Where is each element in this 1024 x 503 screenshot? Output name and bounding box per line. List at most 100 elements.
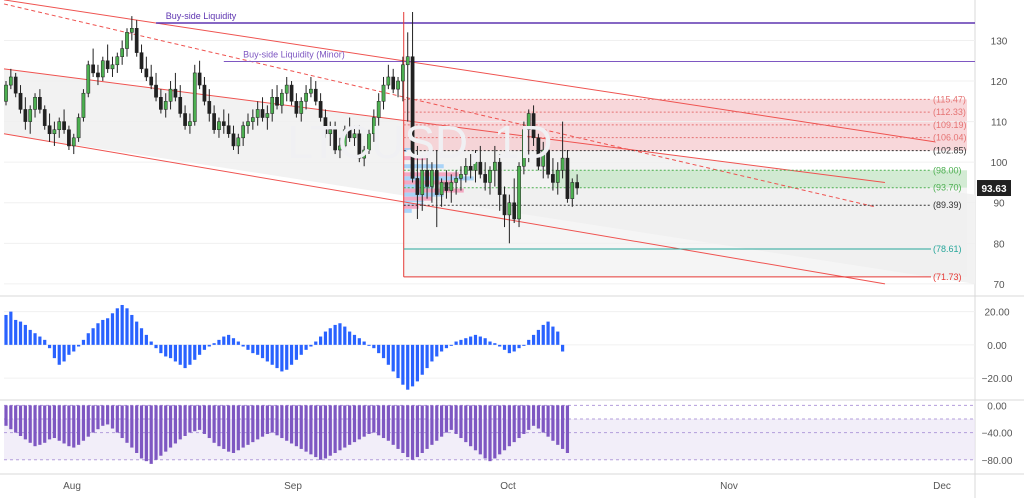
osc1-bar bbox=[193, 344, 197, 360]
candle-body bbox=[154, 84, 158, 98]
osc1-bar bbox=[541, 324, 545, 345]
osc1-bar bbox=[440, 344, 444, 352]
osc2-bar bbox=[357, 405, 361, 440]
osc2-bar bbox=[498, 405, 502, 455]
osc2-bar bbox=[401, 405, 405, 453]
price-tick-label: 110 bbox=[991, 118, 1007, 129]
candle-body bbox=[71, 137, 76, 147]
osc2-bar bbox=[396, 405, 400, 449]
volume-profile-bar bbox=[403, 188, 464, 193]
current-price-label: 93.63 bbox=[981, 184, 1006, 195]
candle-body bbox=[439, 182, 444, 195]
osc1-bar bbox=[14, 319, 18, 345]
osc1-bar bbox=[522, 344, 526, 346]
osc2-bar bbox=[260, 405, 265, 437]
candle-body bbox=[280, 92, 284, 106]
candle-body bbox=[159, 97, 163, 110]
candle-body bbox=[405, 56, 410, 66]
candle-body bbox=[333, 129, 337, 151]
osc2-bar bbox=[115, 405, 119, 433]
osc1-bar bbox=[507, 344, 511, 354]
volume-profile-bar bbox=[403, 204, 419, 209]
candle-body bbox=[352, 133, 357, 139]
osc1-bar bbox=[488, 341, 492, 345]
osc1-bar bbox=[9, 311, 13, 345]
candle-body bbox=[531, 113, 536, 139]
candle-body bbox=[483, 174, 488, 183]
price-tick-label: 70 bbox=[993, 280, 1005, 291]
candle-body bbox=[246, 121, 250, 126]
candle-body bbox=[96, 72, 100, 78]
osc1-bar bbox=[304, 344, 308, 350]
level-label: (89.39) bbox=[933, 200, 962, 210]
osc2-bar bbox=[522, 405, 526, 434]
osc2-bar bbox=[502, 405, 507, 451]
candle-body bbox=[13, 76, 18, 94]
candle-body bbox=[275, 97, 279, 106]
candle-body bbox=[386, 76, 391, 86]
level-label: (109.19) bbox=[933, 120, 967, 130]
osc2-bar bbox=[198, 405, 202, 430]
osc2-bar bbox=[106, 405, 110, 425]
osc2-bar bbox=[367, 405, 371, 434]
osc2-bar bbox=[425, 405, 429, 449]
osc1-bar bbox=[561, 344, 565, 352]
x-axis-label: Nov bbox=[720, 481, 738, 492]
osc1-bar bbox=[125, 308, 129, 345]
osc1-bar bbox=[106, 318, 110, 345]
osc1-bar bbox=[178, 344, 182, 365]
osc2-bar bbox=[372, 405, 376, 433]
candle-body bbox=[183, 113, 187, 126]
osc2-bar bbox=[38, 405, 42, 445]
osc1-bar bbox=[531, 334, 536, 345]
x-axis-label: Sep bbox=[284, 481, 302, 492]
osc2-bar bbox=[531, 405, 536, 426]
osc1-bar bbox=[198, 344, 202, 355]
candle-body bbox=[565, 157, 570, 199]
candle-body bbox=[38, 97, 42, 110]
osc1-bar bbox=[391, 344, 395, 372]
osc1-bar bbox=[236, 341, 240, 345]
osc2-bar bbox=[536, 405, 540, 429]
osc2-bar bbox=[551, 405, 555, 441]
osc2-bar bbox=[91, 405, 95, 433]
osc2-bar bbox=[9, 405, 13, 430]
osc1-bar bbox=[323, 331, 328, 345]
osc2-bar bbox=[265, 405, 269, 434]
osc1-bar bbox=[352, 334, 357, 345]
osc1-bar bbox=[227, 334, 231, 345]
osc2-bar bbox=[386, 405, 390, 441]
osc1-bar bbox=[319, 336, 323, 345]
candle-body bbox=[425, 170, 429, 187]
osc2-bar bbox=[77, 405, 81, 445]
candle-body bbox=[226, 125, 231, 135]
osc2-bar bbox=[464, 405, 468, 443]
volume-profile-bar bbox=[403, 164, 444, 169]
osc2-bar bbox=[86, 405, 90, 437]
osc1-bar bbox=[86, 333, 90, 345]
candle-body bbox=[342, 129, 347, 147]
candle-body bbox=[18, 92, 23, 110]
osc2-tick-label: −80.00 bbox=[982, 456, 1013, 467]
osc2-bar bbox=[178, 405, 182, 440]
osc1-bar bbox=[260, 344, 265, 359]
osc2-bar bbox=[149, 405, 153, 464]
candle-body bbox=[62, 121, 66, 130]
osc2-bar bbox=[159, 405, 163, 456]
osc2-bar bbox=[478, 405, 482, 455]
osc1-bar bbox=[159, 344, 163, 354]
candle-body bbox=[105, 60, 110, 70]
candle-body bbox=[551, 174, 555, 183]
candle-body bbox=[110, 64, 115, 70]
osc1-bar bbox=[241, 344, 245, 347]
osc2-bar bbox=[212, 405, 216, 443]
candle-body bbox=[241, 125, 246, 139]
price-tick-label: 90 bbox=[993, 199, 1005, 210]
osc1-bar bbox=[357, 338, 361, 345]
level-label: (115.47) bbox=[933, 94, 966, 104]
osc1-bar bbox=[430, 344, 434, 362]
osc1-bar bbox=[188, 344, 192, 365]
osc2-bar bbox=[173, 405, 177, 444]
